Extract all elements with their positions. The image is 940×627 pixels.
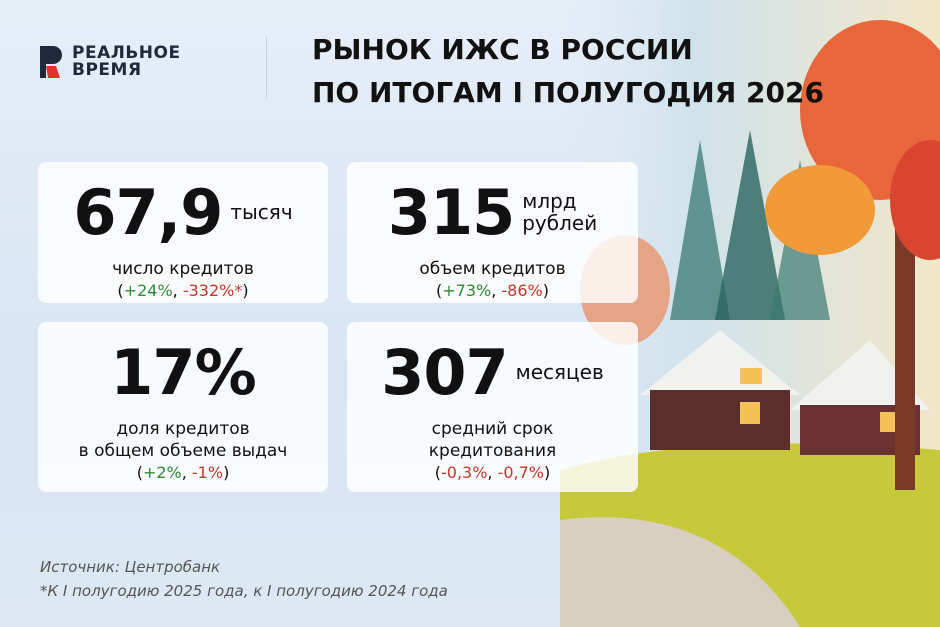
stat-value: 315 [387, 175, 515, 249]
unit-line: месяцев [515, 360, 604, 384]
logo-line: ВРЕМЯ [72, 60, 142, 80]
logo: РЕАЛЬНОЕ ВРЕМЯ [38, 44, 181, 80]
logo-line: РЕАЛЬНОЕ [72, 43, 181, 63]
logo-text: РЕАЛЬНОЕ ВРЕМЯ [72, 45, 181, 79]
source: Источник: Центробанк [40, 558, 221, 576]
label-line: доля кредитов [116, 419, 250, 439]
stat-unit: млрд рублей [522, 190, 597, 234]
stat-change: (-0,3%, -0,7%) [434, 463, 551, 482]
stat-value: 17% [110, 335, 256, 409]
footnote: *К I полугодию 2025 года, к I полугодию … [40, 582, 448, 600]
stat-unit: тысяч [230, 201, 292, 223]
label-line: число кредитов [112, 259, 254, 279]
stat-row: 67,9 тысяч [38, 174, 328, 250]
label-line: объем кредитов [419, 259, 566, 279]
label-line: средний срок [431, 419, 554, 439]
stat-card: 17% доля кредитов в общем объеме выдач (+2%… [38, 322, 328, 492]
stat-change: (+24%, -332%*) [117, 281, 249, 300]
stat-card: 315 млрд рублей объем кредитов (+73%, -86%) [347, 162, 638, 303]
stat-card: 307 месяцев средний срок кредитования (-0,3%… [347, 322, 638, 492]
stat-row: 315 млрд рублей [347, 174, 638, 250]
unit-line: тысяч [230, 200, 293, 224]
logo-mark [40, 46, 62, 78]
title-line: ПО ИТОГАМ I ПОЛУГОДИЯ 2026 [312, 76, 824, 109]
unit-line: млрд [522, 189, 577, 213]
label-line: в общем объеме выдач [78, 441, 288, 461]
stat-value: 307 [381, 335, 508, 409]
title-line: РЫНОК ИЖС В РОССИИ [312, 33, 693, 66]
stat-change: (+2%, -1%) [136, 463, 230, 482]
stat-label: доля кредитов в общем объеме выдач [38, 418, 328, 462]
stat-label: средний срок кредитования [347, 418, 638, 462]
stat-row: 307 месяцев [347, 334, 638, 410]
title: РЫНОК ИЖС В РОССИИ ПО ИТОГАМ I ПОЛУГОДИЯ… [312, 28, 824, 114]
stat-label: число кредитов [38, 258, 328, 280]
stat-unit: месяцев [516, 361, 604, 383]
unit-line: рублей [522, 211, 598, 235]
divider [266, 36, 267, 98]
stat-label: объем кредитов [347, 258, 638, 280]
stat-card: 67,9 тысяч число кредитов (+24%, -332%*) [38, 162, 328, 303]
stat-change: (+73%, -86%) [436, 281, 549, 300]
stat-row: 17% [38, 334, 328, 410]
label-line: кредитования [428, 441, 557, 461]
stat-value: 67,9 [73, 175, 223, 249]
